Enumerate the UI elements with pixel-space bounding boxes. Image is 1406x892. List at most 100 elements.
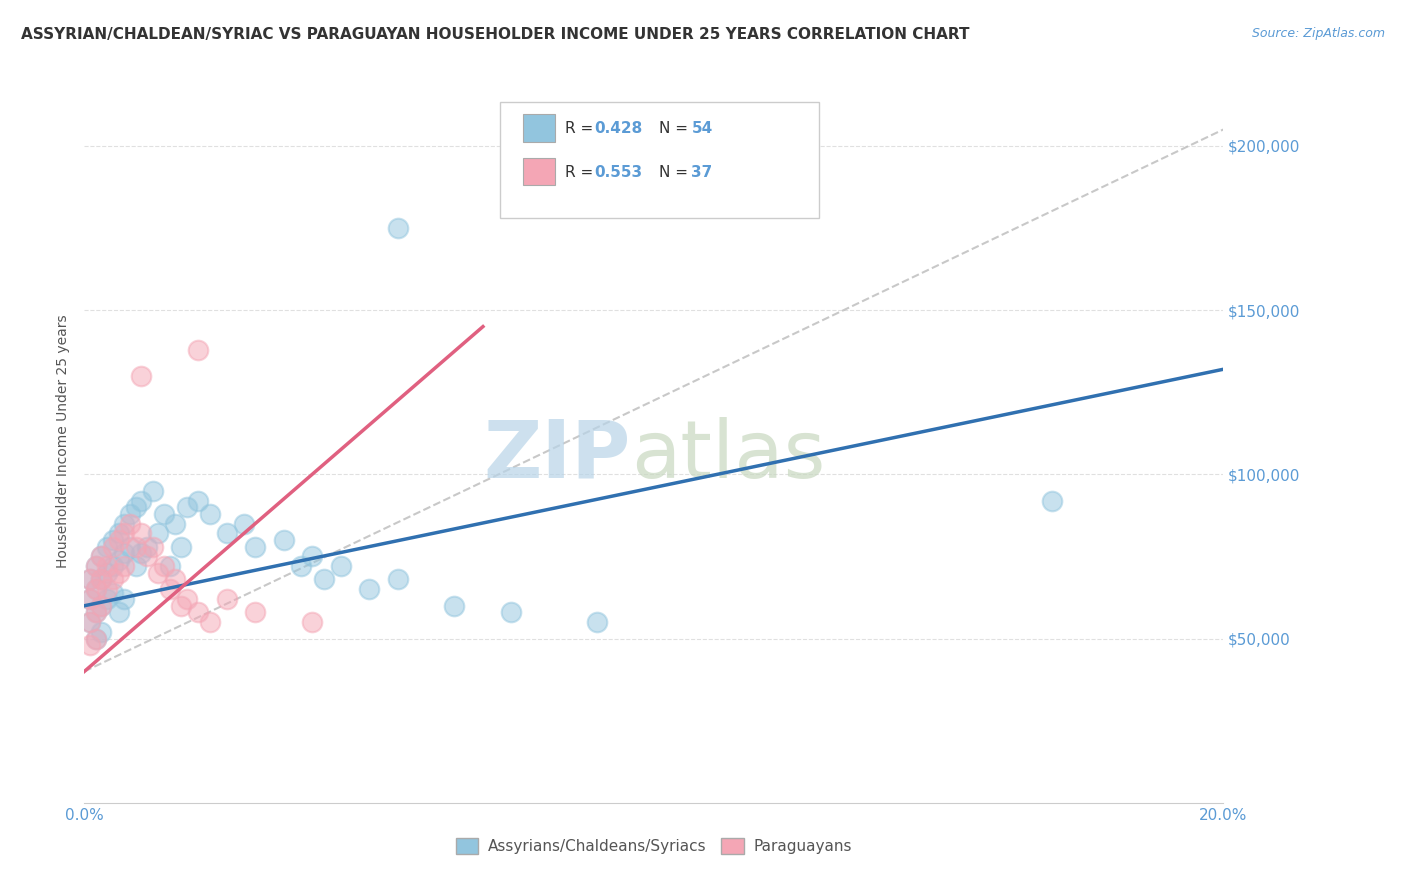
Text: R =: R = [565,165,598,180]
Point [245,540,267,554]
Point [170,599,193,613]
Point [215,526,238,541]
Point [90,573,112,587]
Text: ASSYRIAN/CHALDEAN/SYRIAC VS PARAGUAYAN HOUSEHOLDER INCOME UNDER 25 YEARS CORRELA: ASSYRIAN/CHALDEAN/SYRIAC VS PARAGUAYAN H… [21,27,970,42]
Point [176,592,198,607]
Point [112,592,135,607]
Point [290,559,312,574]
Point [136,549,159,564]
Point [84,559,107,574]
Text: N =: N = [659,121,693,136]
Point [79,573,101,587]
Point [387,221,409,235]
Point [107,605,129,619]
Point [176,500,198,515]
Point [79,573,101,587]
Point [232,516,254,531]
Point [1042,493,1064,508]
Text: 0.428: 0.428 [595,121,643,136]
Point [118,540,141,554]
Point [96,582,118,597]
Point [124,500,146,515]
Point [107,566,129,580]
Point [79,638,101,652]
Point [112,559,135,574]
Text: ZIP: ZIP [484,417,631,495]
Point [170,540,193,554]
Point [148,526,170,541]
Point [79,592,101,607]
Point [101,573,124,587]
Point [153,559,176,574]
Point [198,615,221,630]
Point [159,582,181,597]
Point [153,507,176,521]
Point [84,632,107,646]
Point [187,605,209,619]
Text: Source: ZipAtlas.com: Source: ZipAtlas.com [1251,27,1385,40]
Point [96,566,118,580]
Point [112,546,135,560]
Point [101,533,124,547]
Point [79,615,101,630]
Text: 0.553: 0.553 [595,165,643,180]
Point [215,592,238,607]
Point [329,559,352,574]
Point [124,559,146,574]
Point [359,582,381,597]
Point [301,549,323,564]
Point [90,573,112,587]
Point [131,546,153,560]
Point [96,592,118,607]
Point [90,599,112,613]
Point [90,549,112,564]
Point [131,526,153,541]
Point [84,582,107,597]
Point [84,559,107,574]
Point [90,599,112,613]
Point [124,540,146,554]
Point [96,540,118,554]
Point [90,625,112,640]
Point [96,559,118,574]
Point [101,540,124,554]
Point [79,592,101,607]
Point [118,516,141,531]
Text: 37: 37 [692,165,713,180]
Point [586,615,609,630]
Point [443,599,465,613]
Point [142,483,165,498]
Point [118,507,141,521]
Point [187,493,209,508]
Point [90,549,112,564]
FancyBboxPatch shape [501,102,818,218]
Point [142,540,165,554]
Point [198,507,221,521]
Text: atlas: atlas [631,417,825,495]
Point [165,573,187,587]
Point [312,573,335,587]
Point [107,553,129,567]
Point [131,368,153,383]
Point [131,493,153,508]
Point [273,533,295,547]
Point [84,605,107,619]
Text: 54: 54 [692,121,713,136]
Point [301,615,323,630]
FancyBboxPatch shape [523,158,555,185]
Point [245,605,267,619]
Point [101,559,124,574]
Point [101,585,124,599]
Point [165,516,187,531]
Point [159,559,181,574]
Point [112,526,135,541]
Point [107,533,129,547]
Text: N =: N = [659,165,693,180]
Point [112,516,135,531]
Point [84,632,107,646]
Legend: Assyrians/Chaldeans/Syriacs, Paraguayans: Assyrians/Chaldeans/Syriacs, Paraguayans [450,832,858,860]
Point [79,615,101,630]
Y-axis label: Householder Income Under 25 years: Householder Income Under 25 years [56,315,70,568]
Point [148,566,170,580]
Point [84,582,107,597]
